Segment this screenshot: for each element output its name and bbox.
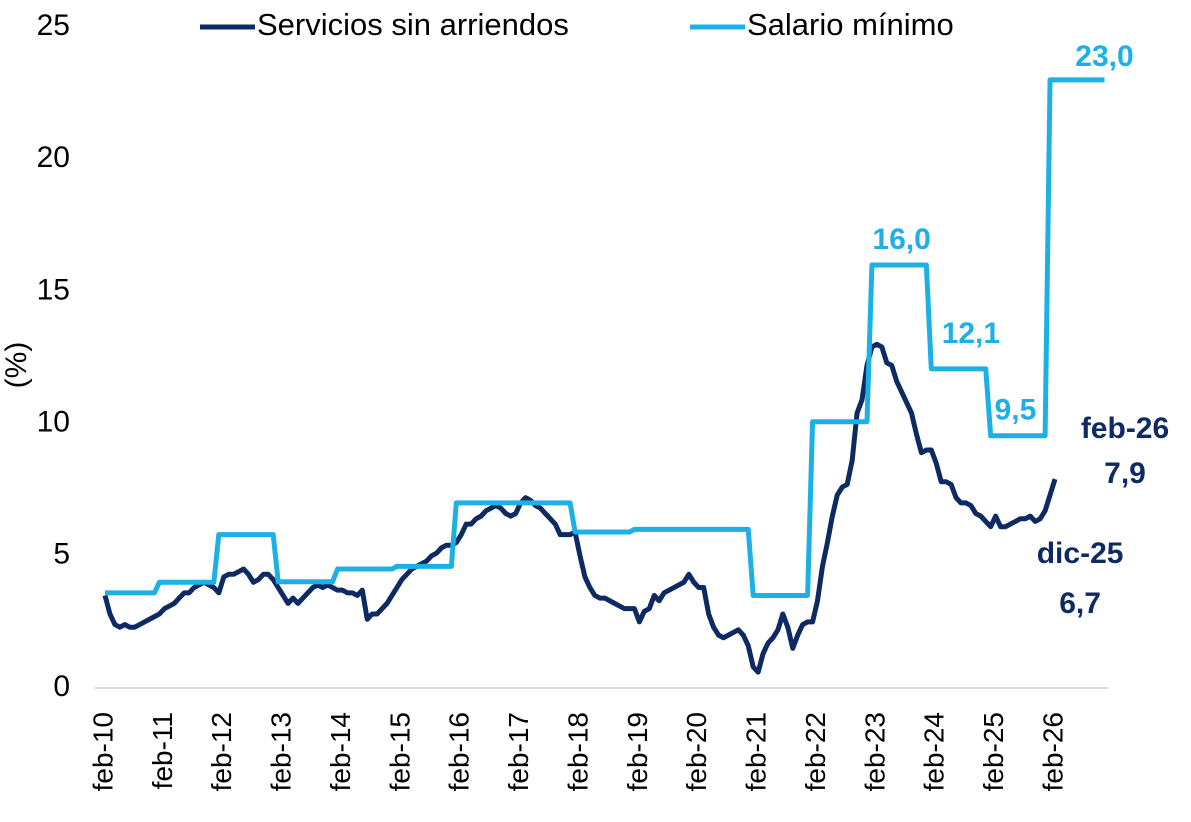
- x-tick-label: feb-23: [859, 712, 890, 791]
- legend-label: Salario mínimo: [747, 7, 954, 42]
- value-label: 9,5: [995, 394, 1037, 427]
- annotation: feb-26: [1081, 412, 1169, 445]
- value-label: 23,0: [1075, 40, 1133, 73]
- annotation: dic-25: [1037, 537, 1124, 570]
- x-tick-label: feb-17: [503, 712, 534, 791]
- value-label: 7,9: [1104, 457, 1146, 490]
- x-tick-label: feb-15: [384, 712, 415, 791]
- x-tick-label: feb-22: [800, 712, 831, 791]
- x-tick-label: feb-16: [444, 712, 475, 791]
- x-tick-label: feb-18: [562, 712, 593, 791]
- x-tick-label: feb-24: [919, 712, 950, 791]
- x-tick-label: feb-10: [87, 712, 118, 791]
- value-label: 6,7: [1059, 587, 1101, 620]
- y-axis-label: (%): [0, 342, 33, 389]
- x-tick-label: feb-21: [741, 712, 772, 791]
- y-tick-label: 15: [37, 273, 70, 306]
- value-label: 16,0: [872, 223, 930, 256]
- value-label: 12,1: [942, 317, 1000, 350]
- x-tick-label: feb-13: [266, 712, 297, 791]
- legend-label: Servicios sin arriendos: [257, 7, 569, 42]
- x-tick-label: feb-14: [325, 712, 356, 791]
- y-tick-label: 20: [37, 141, 70, 174]
- series-line: [105, 77, 1105, 598]
- y-tick-label: 0: [53, 670, 70, 703]
- x-tick-label: feb-11: [147, 712, 178, 789]
- x-tick-label: feb-12: [206, 712, 237, 791]
- x-tick-label: feb-26: [1037, 712, 1068, 791]
- series-line: [102, 341, 1058, 675]
- y-tick-label: 5: [53, 538, 70, 571]
- y-tick-label: 10: [37, 406, 70, 439]
- x-tick-label: feb-20: [681, 712, 712, 791]
- y-tick-label: 25: [37, 9, 70, 42]
- x-tick-label: feb-25: [978, 712, 1009, 791]
- x-tick-label: feb-19: [622, 712, 653, 791]
